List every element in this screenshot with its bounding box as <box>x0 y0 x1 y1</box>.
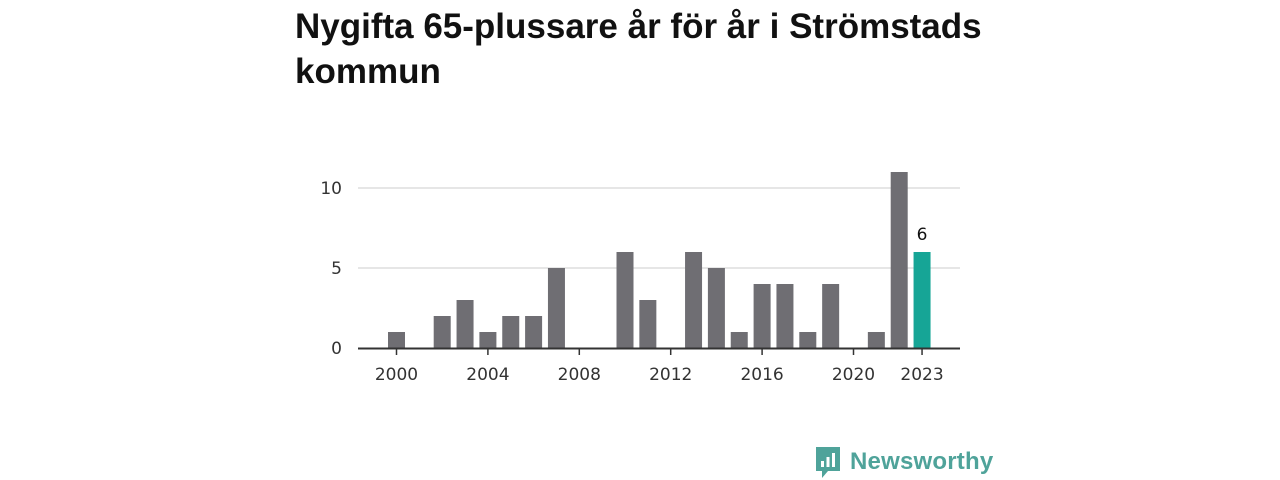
bar-2004 <box>479 332 497 348</box>
bar-chart: 0 5 10 2000 2004 2008 2012 2016 2020 2023 6 <box>320 172 960 385</box>
brand-name: Newsworthy <box>850 448 994 475</box>
brand-logo: Newsworthy <box>814 444 993 480</box>
bar-2006 <box>525 316 543 348</box>
bar-2017 <box>776 284 794 348</box>
gridlines <box>358 187 960 269</box>
y-tick-label: 0 <box>331 339 342 359</box>
y-tick-label: 5 <box>331 259 342 279</box>
bar-2015 <box>730 332 748 348</box>
bar-2005 <box>502 316 520 348</box>
newsworthy-logo-icon <box>816 447 840 478</box>
x-tick-label: 2000 <box>375 365 418 385</box>
x-tick-label: 2012 <box>649 365 692 385</box>
axes <box>358 347 960 355</box>
bar-2014 <box>707 268 725 348</box>
bar-2010 <box>616 252 634 348</box>
bar-2016 <box>753 284 771 348</box>
bar-2002 <box>433 316 451 348</box>
bar-2000 <box>388 332 405 348</box>
x-tick-label: 2004 <box>466 365 509 385</box>
bar-2011 <box>639 300 657 348</box>
x-tick-label: 2020 <box>832 365 875 385</box>
bar-2023 <box>913 252 931 348</box>
bar-2019 <box>822 284 840 348</box>
bar-2007 <box>547 268 565 348</box>
y-tick-label: 10 <box>320 179 342 199</box>
x-tick-label: 2016 <box>740 365 783 385</box>
bar-2021 <box>867 332 885 348</box>
x-tick-label: 2008 <box>558 365 601 385</box>
x-tick-label: 2023 <box>900 365 943 385</box>
chart-title: Nygifta 65-plussare år för år i Strömsta… <box>295 7 982 91</box>
bar-2013 <box>685 252 703 348</box>
highlight-value-label: 6 <box>917 225 928 245</box>
bar-2018 <box>799 332 817 348</box>
bar-2003 <box>456 300 474 348</box>
labels: 0 5 10 2000 2004 2008 2012 2016 2020 2023 6 <box>320 179 943 385</box>
bar-2022 <box>890 172 908 348</box>
bars <box>388 172 931 348</box>
